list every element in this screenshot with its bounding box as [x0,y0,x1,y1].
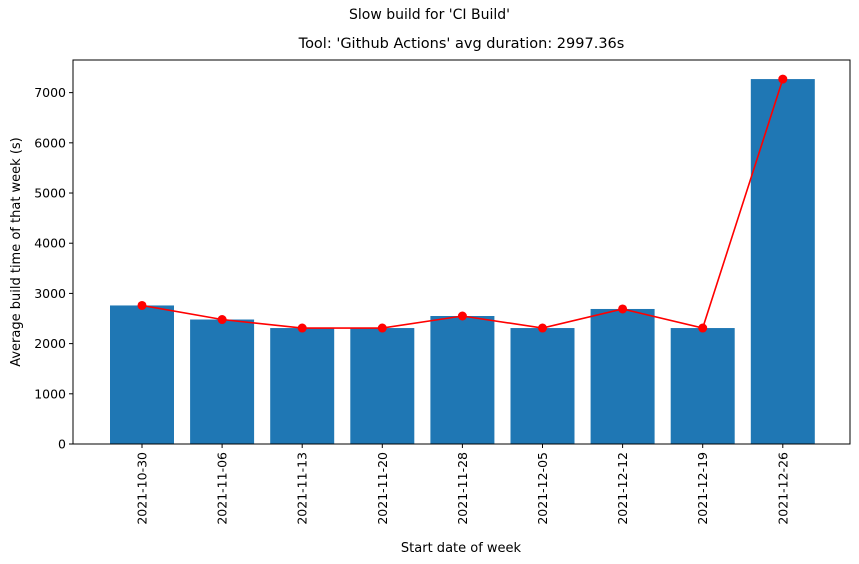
chart-suptitle: Slow build for 'CI Build' [348,7,510,23]
y-tick-label: 1000 [34,386,66,401]
x-tick-label: 2021-11-20 [375,452,390,525]
x-tick-label: 2021-12-12 [615,452,630,525]
point-2021-12-05 [538,323,547,333]
trend-line [141,78,784,329]
bar-2021-11-13 [270,328,335,444]
x-tick-label: 2021-11-13 [295,452,310,525]
bar-2021-12-05 [510,328,575,444]
y-tick-label: 6000 [34,135,66,150]
point-2021-10-30 [137,300,147,310]
bar-2021-12-19 [670,328,735,444]
bars-group [110,79,815,444]
y-tick-label: 7000 [34,85,66,100]
y-tick-label: 0 [58,437,66,452]
x-tick-label: 2021-11-06 [215,452,230,525]
x-axis: 2021-10-30 2021-11-06 2021-11-13 2021-11-20… [135,444,790,525]
line-group [137,74,788,333]
point-2021-11-20 [377,323,387,333]
y-tick-label: 3000 [34,286,66,301]
x-tick-label: 2021-11-28 [455,452,470,525]
bar-2021-11-06 [190,319,255,444]
bar-2021-10-30 [110,305,174,444]
x-tick-label: 2021-12-19 [695,452,710,525]
point-2021-11-28 [457,311,467,321]
y-tick-label: 2000 [34,336,66,351]
y-axis: 0 1000 2000 3000 4000 5000 6000 7000 [34,85,73,452]
y-axis-label: Average build time of that week (s) [9,137,24,367]
y-tick-label: 4000 [34,236,66,251]
point-2021-11-06 [217,315,227,325]
x-axis-label: Start date of week [401,541,522,556]
x-tick-label: 2021-12-05 [535,452,550,525]
point-2021-12-19 [698,323,708,333]
y-tick-label: 5000 [34,186,66,201]
bar-2021-12-12 [590,308,655,444]
bar-2021-11-20 [350,328,415,444]
x-tick-label: 2021-10-30 [135,452,150,525]
chart-title: Tool: 'Github Actions' avg duration: 299… [298,36,625,52]
bar-2021-12-26 [750,79,815,444]
point-2021-12-26 [778,74,788,84]
bar-2021-11-28 [430,316,495,444]
point-2021-12-12 [618,304,628,314]
plot-frame [72,59,851,445]
point-2021-11-13 [297,323,307,333]
x-tick-label: 2021-12-26 [775,452,790,525]
